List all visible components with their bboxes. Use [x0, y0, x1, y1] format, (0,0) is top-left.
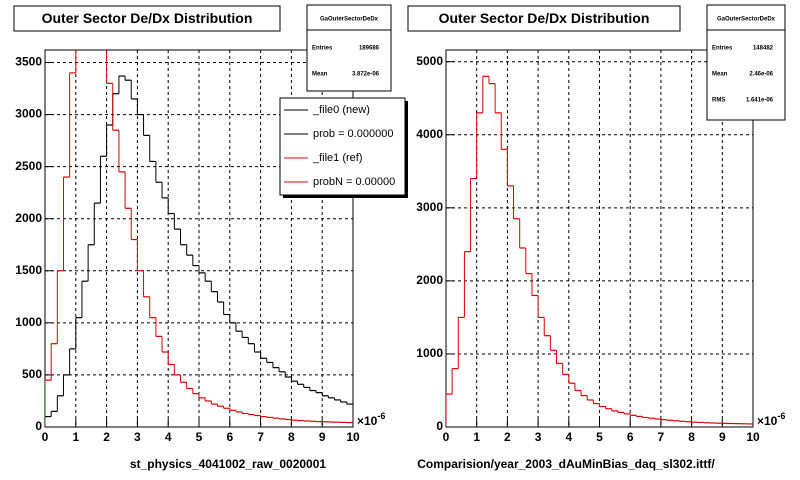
stats-value: 1.641e-06	[746, 98, 774, 104]
x-tick-label: 0	[443, 430, 450, 444]
legend-label: prob = 0.000000	[313, 128, 393, 140]
panel: 0 500 1000 1500 2000 2500 3000 3500 0 1 2 3 4 5 6 7 8 9 10…	[13, 4, 408, 471]
stats-value: 2.46e-06	[749, 72, 773, 78]
x-tick-label: 2	[103, 430, 110, 444]
x-tick-label: 0	[42, 430, 49, 444]
multiplier-power: -6	[777, 411, 785, 421]
multiplier-power: -6	[377, 411, 385, 421]
legend: _file0 (new) prob = 0.000000 _file1 (ref) p…	[279, 97, 408, 198]
x-tick-label: 9	[319, 430, 326, 444]
x-tick-label: 10	[746, 430, 760, 444]
y-tick-label: 0	[436, 419, 443, 433]
x-tick-label: 2	[504, 430, 511, 444]
stats-box	[306, 4, 392, 92]
y-tick-label: 1000	[15, 315, 42, 329]
x-tick-label: 8	[688, 430, 695, 444]
x-tick-label: 5	[596, 430, 603, 444]
x-tick-label: 10	[346, 430, 360, 444]
y-tick-label: 3000	[15, 107, 42, 121]
x-tick-label: 1	[72, 430, 79, 444]
x-tick-label: 5	[196, 430, 203, 444]
y-tick-label: 3500	[15, 55, 42, 69]
stats-box	[706, 4, 786, 121]
x-tick-label: 3	[535, 430, 542, 444]
multiplier-base: ×10	[357, 414, 378, 428]
x-tick-label: 6	[627, 430, 634, 444]
y-tick-label: 2000	[416, 273, 443, 287]
x-tick-label: 8	[288, 430, 295, 444]
legend-box	[279, 97, 406, 196]
stats-key: Entries	[312, 46, 333, 52]
x-tick-label: 7	[658, 430, 665, 444]
stats-key: Mean	[312, 72, 328, 78]
x-multiplier: ×10-6	[757, 411, 785, 428]
histograms	[446, 75, 753, 427]
stats-title: GaOuterSectorDeDx	[320, 17, 379, 23]
title-box	[407, 5, 681, 32]
y-tick-label: 5000	[416, 54, 443, 68]
chart-title: Outer Sector De/Dx Distribution	[42, 10, 253, 26]
stats-value: 189686	[359, 46, 380, 52]
x-tick-label: 4	[165, 430, 172, 444]
y-tick-label: 3000	[416, 200, 443, 214]
legend-label: _file1 (ref)	[312, 152, 363, 164]
stats-key: RMS	[712, 98, 725, 104]
y-tick-label: 4000	[416, 127, 443, 141]
title-box	[13, 5, 281, 32]
y-tick-label: 2000	[15, 211, 42, 225]
y-tick-label: 1500	[15, 263, 42, 277]
stats-title: GaOuterSectorDeDx	[717, 17, 776, 23]
y-tick-label: 0	[35, 419, 42, 433]
stats-key: Mean	[712, 72, 728, 78]
legend-label: probN = 0.00000	[313, 176, 395, 188]
x-multiplier: ×10-6	[357, 411, 385, 428]
stats-key: Entries	[712, 46, 733, 52]
x-axis-label: st_physics_4041002_raw_0020001	[130, 457, 326, 471]
x-tick-label: 4	[565, 430, 572, 444]
x-tick-label: 9	[719, 430, 726, 444]
x-axis-label: Comparision/year_2003_dAuMinBias_daq_sl3…	[417, 457, 715, 471]
y-tick-label: 1000	[416, 346, 443, 360]
y-tick-label: 2500	[15, 159, 42, 173]
x-tick-label: 3	[134, 430, 141, 444]
stats-value: 148482	[753, 46, 774, 52]
stats-value: 3.872e-06	[352, 72, 380, 78]
chart-title: Outer Sector De/Dx Distribution	[439, 10, 650, 26]
histograms	[45, 50, 353, 427]
x-tick-label: 6	[226, 430, 233, 444]
panel: 0 1000 2000 3000 4000 5000 0 1 2 3 4 5 6 7 8 9 10 ×10-6 Co…	[407, 4, 786, 471]
x-tick-label: 1	[473, 430, 480, 444]
y-tick-label: 500	[22, 367, 42, 381]
legend-label: _file0 (new)	[312, 104, 370, 116]
multiplier-base: ×10	[757, 414, 778, 428]
x-tick-label: 7	[257, 430, 264, 444]
